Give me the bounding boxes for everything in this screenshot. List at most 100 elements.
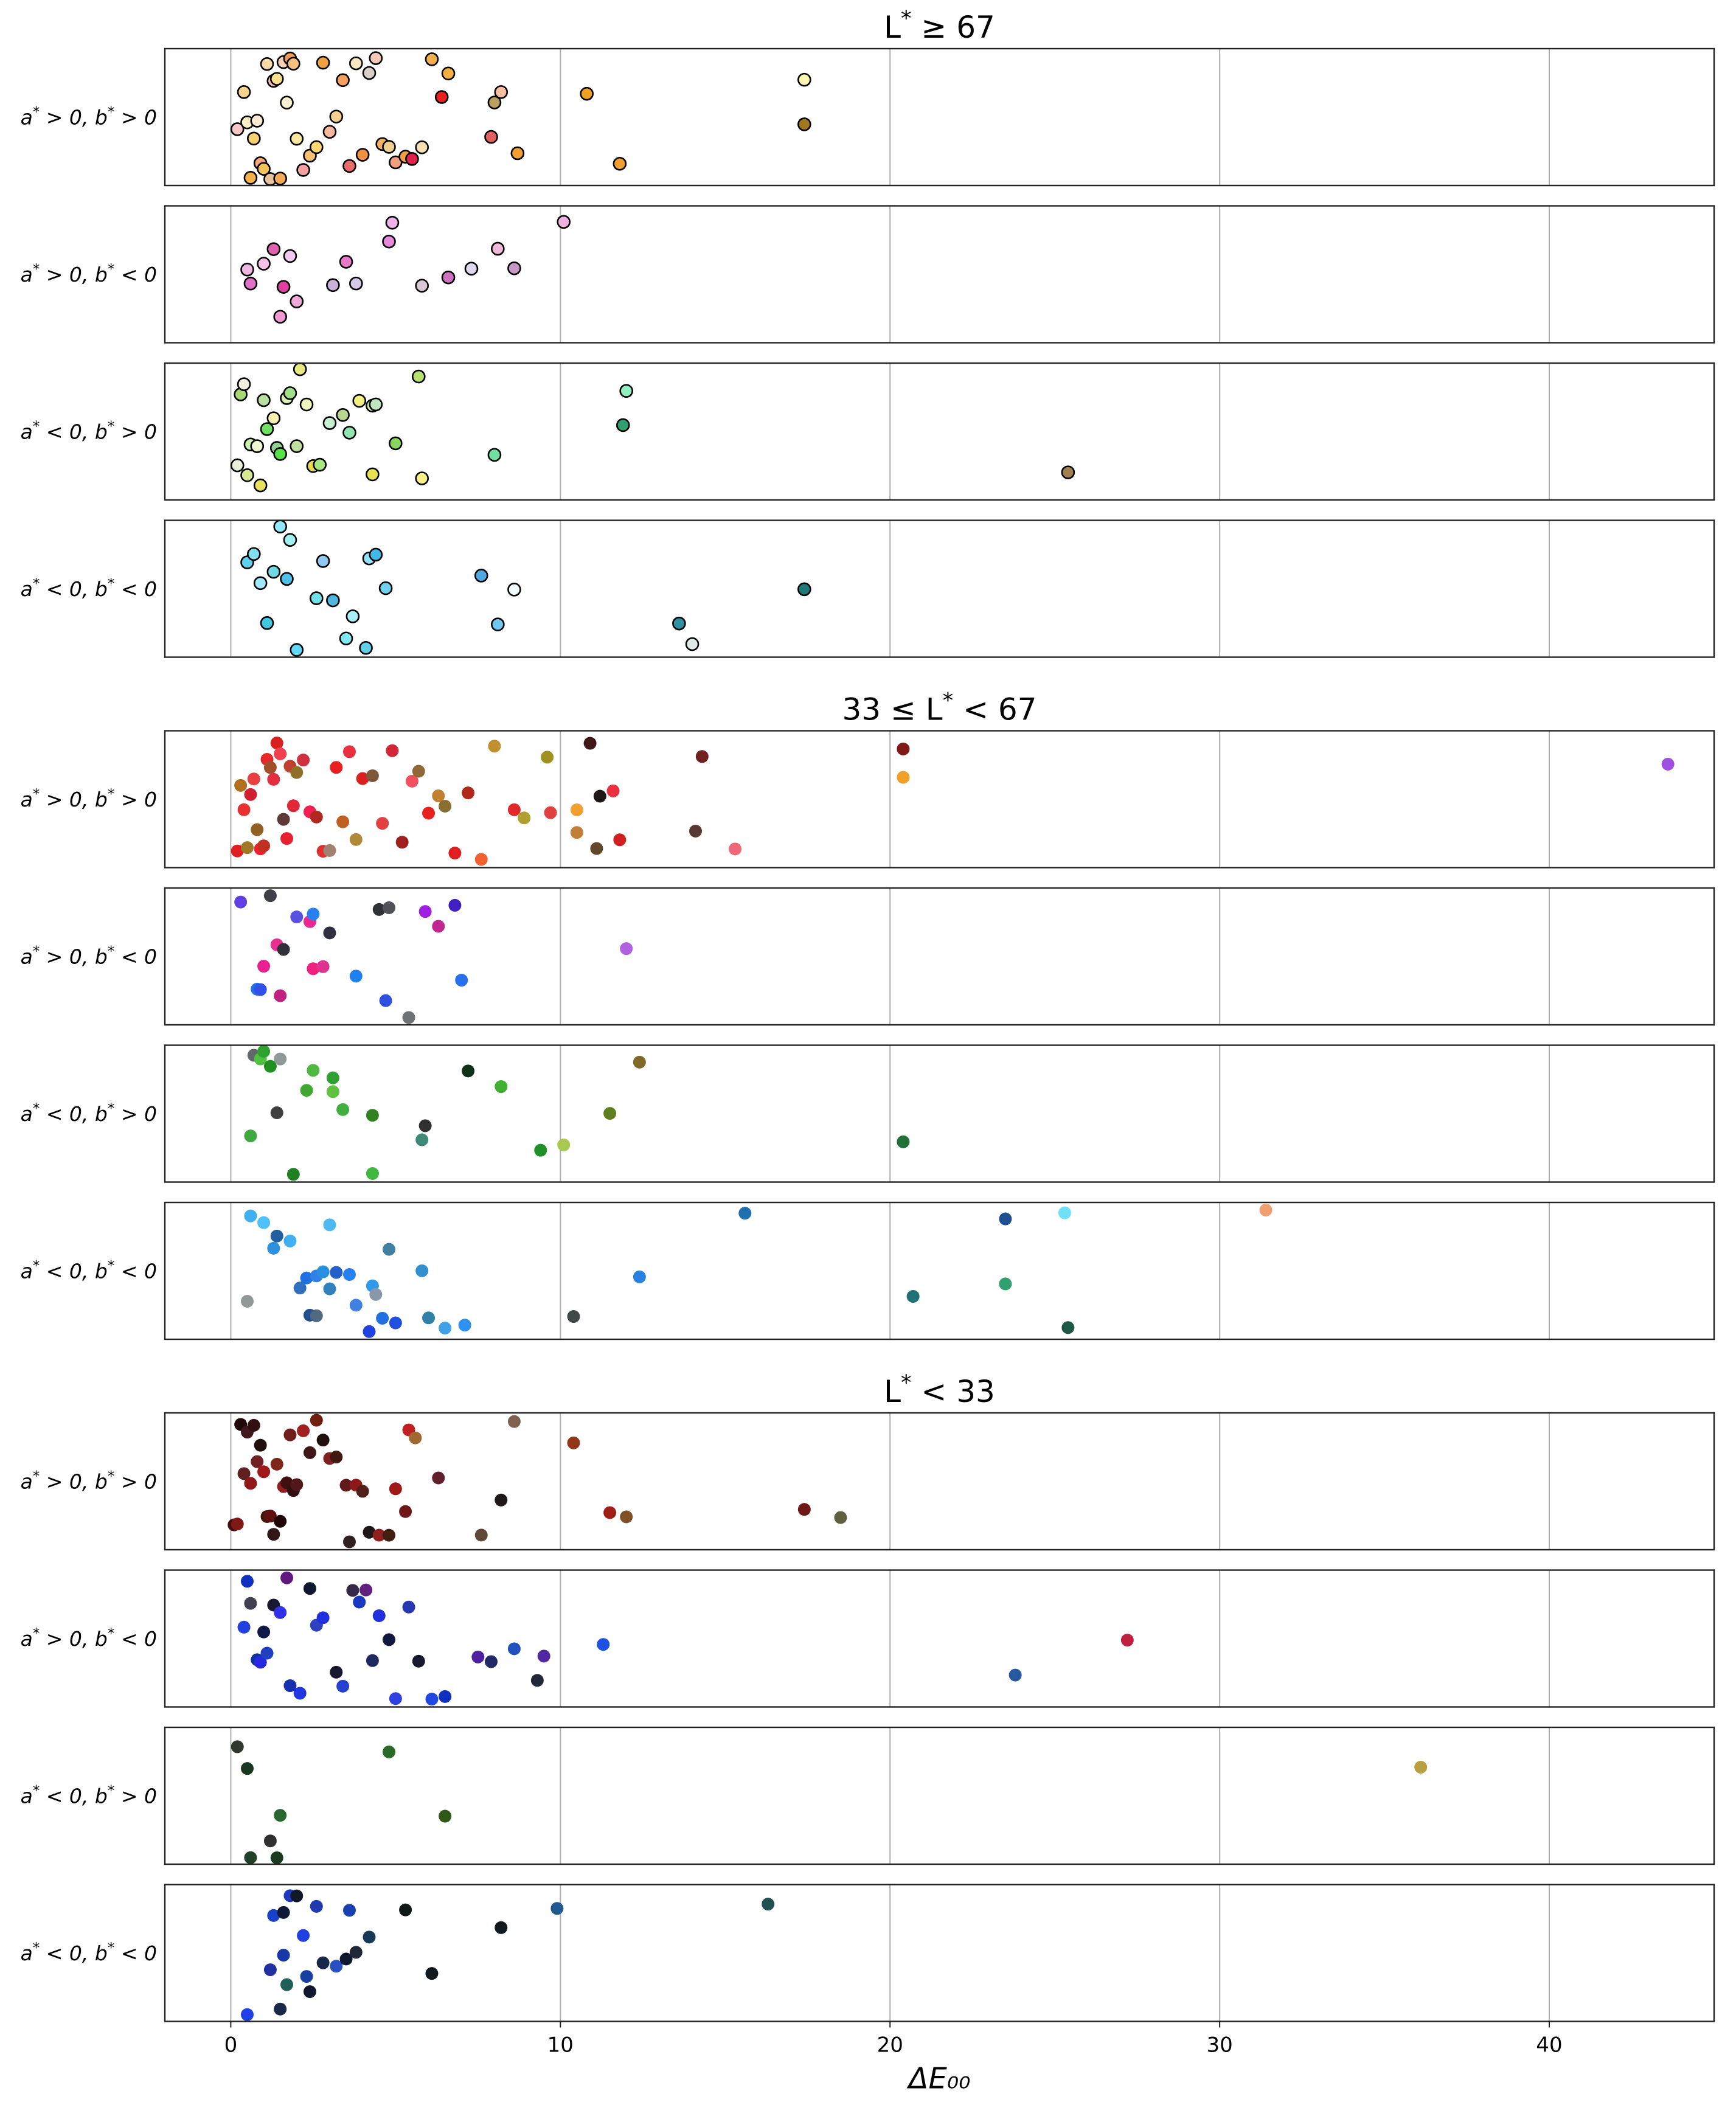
data-point bbox=[329, 109, 344, 123]
frames-layer bbox=[164, 47, 1715, 2028]
data-point bbox=[458, 1319, 471, 1332]
data-point bbox=[297, 1424, 310, 1437]
row-label: a* < 0, b* > 0 bbox=[21, 419, 157, 444]
data-point bbox=[273, 172, 287, 186]
data-point bbox=[439, 1809, 452, 1823]
data-point bbox=[247, 547, 261, 561]
data-point bbox=[507, 803, 521, 816]
data-point bbox=[257, 393, 271, 408]
data-point bbox=[316, 1434, 330, 1447]
data-point bbox=[484, 1655, 498, 1668]
data-point bbox=[359, 640, 373, 655]
data-point bbox=[762, 1898, 775, 1911]
data-point bbox=[244, 1129, 257, 1143]
data-point bbox=[685, 637, 700, 651]
data-point bbox=[342, 1268, 356, 1281]
panel-frame bbox=[164, 1726, 1715, 1865]
data-point bbox=[474, 569, 488, 583]
data-point bbox=[349, 833, 363, 846]
data-point bbox=[797, 582, 811, 597]
data-point bbox=[267, 1528, 280, 1541]
data-point bbox=[244, 1209, 257, 1223]
data-point bbox=[277, 943, 290, 956]
group-title: L* < 33 bbox=[884, 1371, 995, 1409]
data-point bbox=[263, 761, 277, 774]
data-point bbox=[510, 146, 525, 161]
panel-frame bbox=[164, 1044, 1715, 1183]
data-point bbox=[355, 148, 370, 162]
data-point bbox=[1061, 465, 1075, 479]
data-point bbox=[290, 1889, 304, 1903]
data-point bbox=[290, 911, 304, 924]
data-point bbox=[415, 140, 429, 154]
data-point bbox=[372, 1609, 386, 1622]
data-point bbox=[253, 576, 268, 591]
data-point bbox=[369, 51, 383, 65]
data-point bbox=[257, 257, 271, 271]
data-point bbox=[383, 1633, 396, 1646]
data-point bbox=[613, 833, 627, 847]
data-point bbox=[999, 1277, 1012, 1291]
data-point bbox=[310, 1309, 323, 1322]
data-point bbox=[567, 1436, 580, 1449]
data-point bbox=[313, 457, 327, 472]
data-point bbox=[280, 1571, 294, 1584]
data-point bbox=[240, 841, 254, 855]
data-point bbox=[620, 942, 633, 956]
data-point bbox=[267, 1241, 280, 1255]
data-point bbox=[237, 377, 251, 392]
data-point bbox=[389, 1482, 402, 1496]
data-point bbox=[349, 1299, 363, 1312]
data-point bbox=[273, 310, 287, 324]
data-point bbox=[797, 1503, 811, 1516]
data-point bbox=[906, 1289, 920, 1303]
data-point bbox=[330, 761, 343, 774]
data-point bbox=[326, 1071, 339, 1084]
data-point bbox=[280, 95, 294, 110]
data-point bbox=[330, 1960, 343, 1973]
data-point bbox=[290, 439, 304, 453]
data-point bbox=[356, 1485, 369, 1498]
data-point bbox=[339, 255, 353, 269]
data-point bbox=[303, 1446, 316, 1459]
data-point bbox=[286, 1168, 300, 1181]
data-point bbox=[250, 439, 265, 453]
panel-frame bbox=[164, 205, 1715, 344]
data-point bbox=[234, 779, 248, 792]
x-tick-label: 0 bbox=[224, 2033, 238, 2058]
data-point bbox=[507, 1415, 521, 1428]
data-point bbox=[342, 159, 356, 173]
data-point bbox=[405, 774, 418, 788]
data-point bbox=[507, 583, 521, 597]
data-point bbox=[336, 1679, 350, 1693]
data-point bbox=[389, 1316, 402, 1330]
data-point bbox=[376, 1311, 389, 1325]
data-point bbox=[369, 1288, 383, 1301]
data-point bbox=[283, 1234, 297, 1247]
data-point bbox=[399, 1903, 412, 1916]
data-point bbox=[254, 1438, 267, 1452]
panel-frame bbox=[164, 730, 1715, 869]
data-point bbox=[633, 1270, 646, 1283]
data-point bbox=[402, 1011, 415, 1024]
data-point bbox=[339, 631, 353, 646]
row-label: a* > 0, b* > 0 bbox=[21, 1469, 157, 1494]
data-point bbox=[425, 1693, 439, 1706]
data-point bbox=[266, 564, 281, 579]
data-point bbox=[369, 547, 383, 562]
data-point bbox=[267, 1909, 280, 1922]
data-point bbox=[310, 810, 323, 824]
data-point bbox=[537, 1649, 550, 1663]
data-point bbox=[405, 152, 419, 166]
x-tick-label: 10 bbox=[547, 2033, 574, 2058]
data-point bbox=[518, 811, 531, 825]
data-point bbox=[366, 1654, 379, 1667]
data-point bbox=[300, 1970, 313, 1983]
data-point bbox=[349, 969, 363, 983]
data-point bbox=[283, 386, 297, 400]
data-point bbox=[307, 907, 320, 921]
data-point bbox=[257, 1216, 271, 1229]
data-point bbox=[603, 1107, 617, 1120]
data-point bbox=[260, 1646, 274, 1660]
